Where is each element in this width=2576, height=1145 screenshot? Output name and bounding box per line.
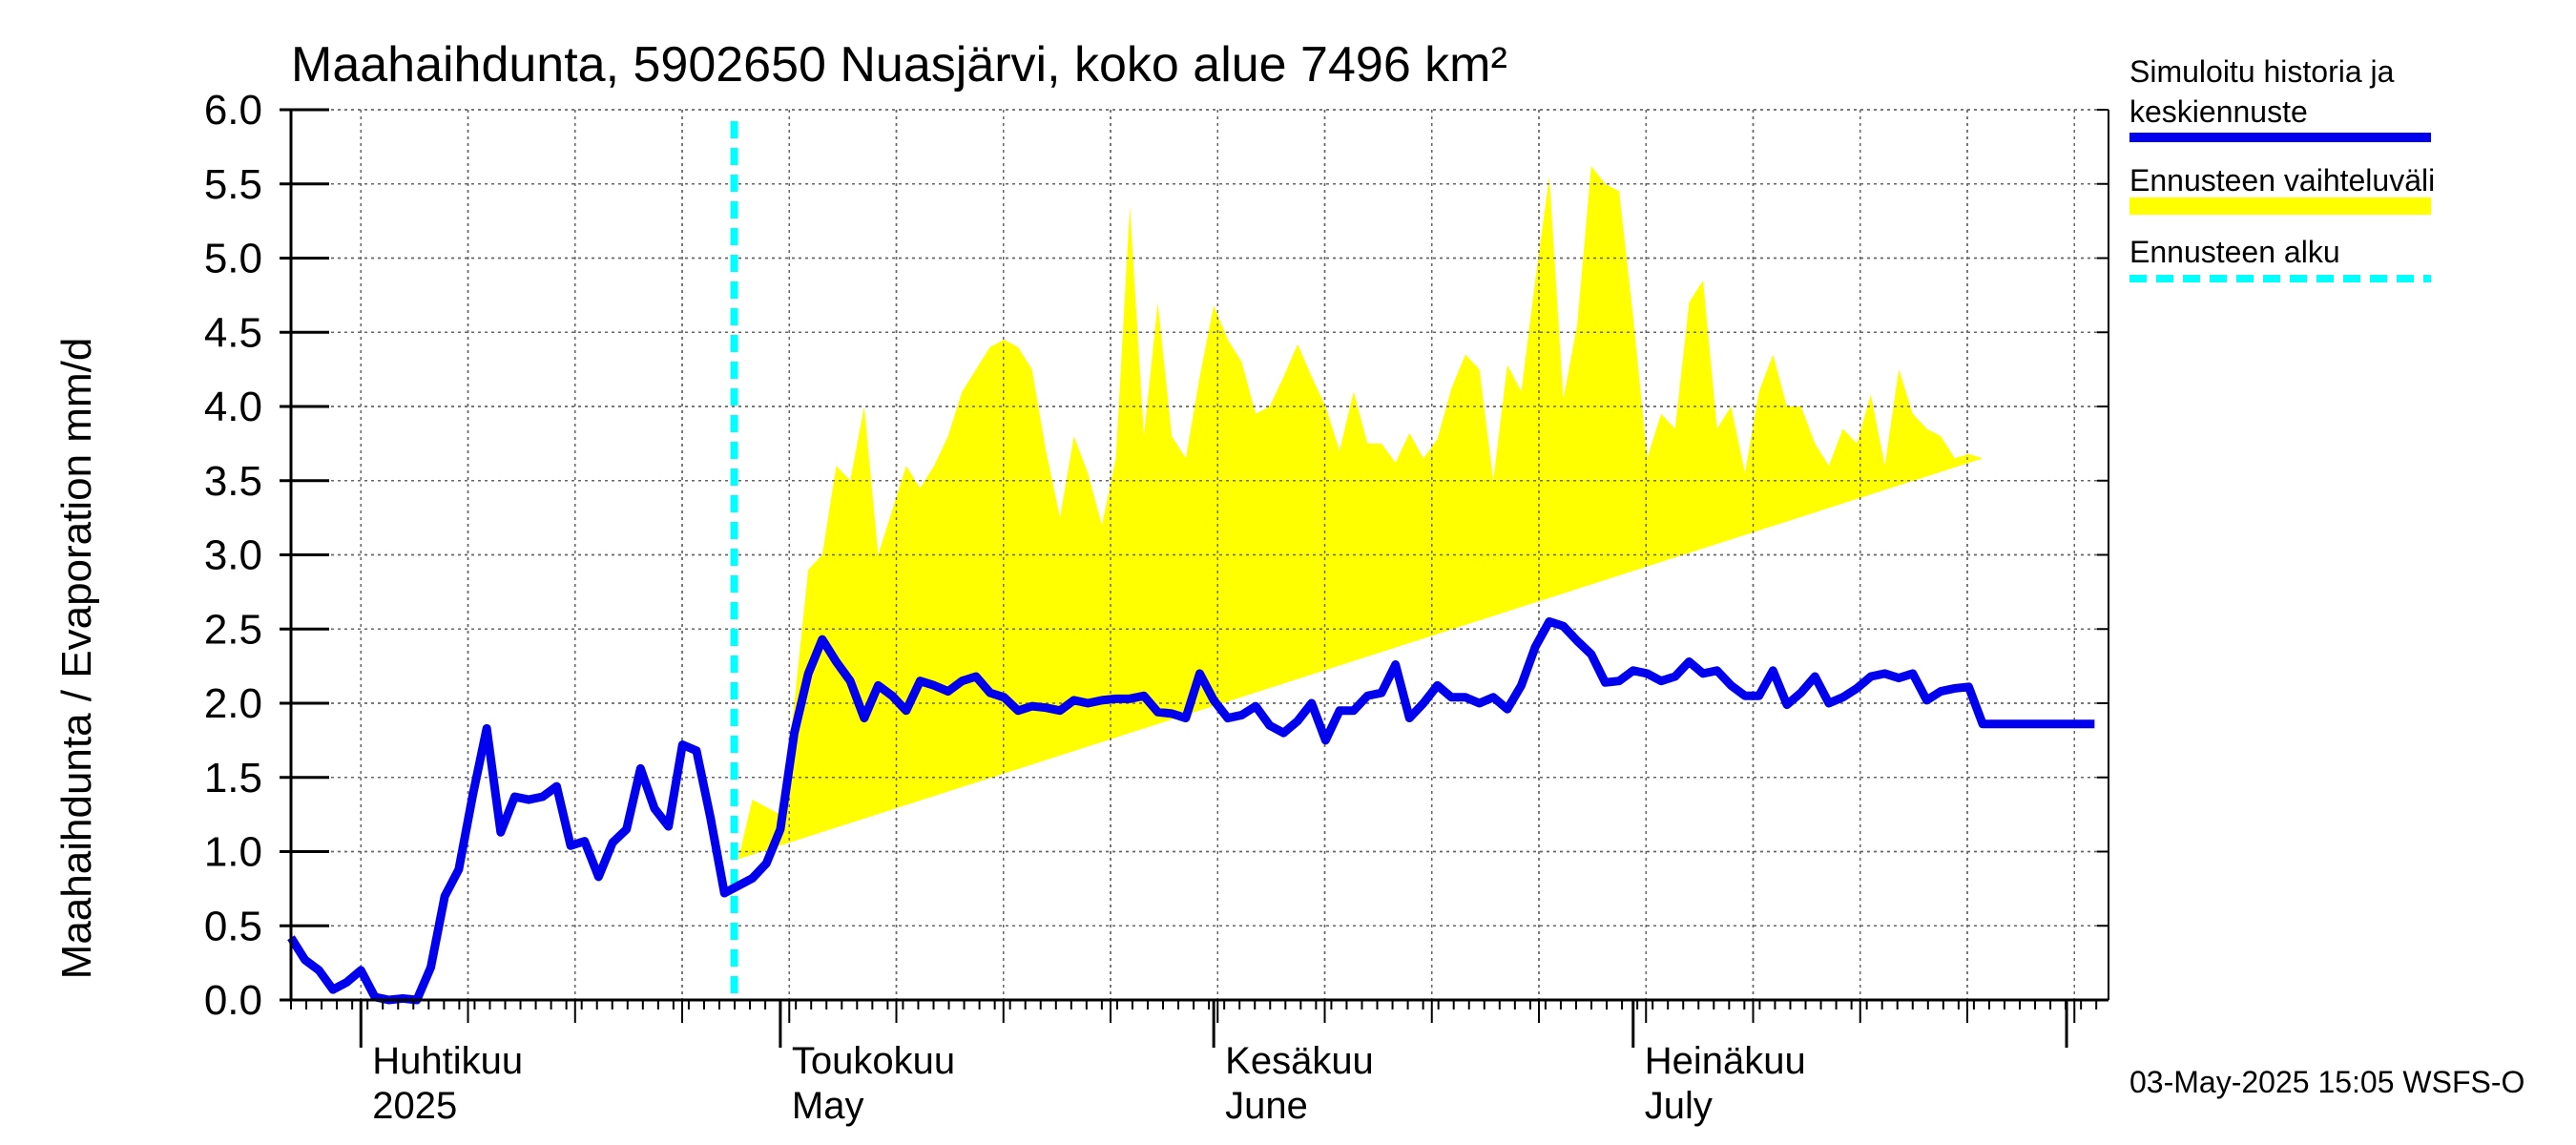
month-label-en: May [792, 1085, 864, 1127]
timestamp-footer: 03-May-2025 15:05 WSFS-O [2129, 1065, 2524, 1099]
y-tick-label: 2.0 [204, 680, 262, 727]
legend-forecast-start-label: Ennusteen alku [2129, 235, 2340, 269]
y-tick-labels: 0.0 0.5 1.0 1.5 2.0 2.5 3.0 3.5 4.0 4.5 5.0 5.5 6.0 [204, 87, 262, 1024]
legend-history-label-1: Simuloitu historia ja [2129, 54, 2395, 89]
month-label-en: 2025 [372, 1085, 457, 1127]
forecast-range-area [737, 166, 1984, 860]
chart-title: Maahaihdunta, 5902650 Nuasjärvi, koko al… [291, 37, 1507, 93]
y-tick-label: 4.0 [204, 384, 262, 430]
y-tick-label: 3.5 [204, 458, 262, 505]
y-tick-label: 4.5 [204, 309, 262, 356]
legend-history-label-2: keskiennuste [2129, 94, 2308, 129]
y-tick-label: 6.0 [204, 87, 262, 134]
y-tick-label: 5.0 [204, 236, 262, 282]
simulated-series-line [287, 616, 2095, 1005]
y-tick-label: 5.5 [204, 161, 262, 208]
month-label-en: July [1645, 1085, 1713, 1127]
axes [280, 108, 2109, 1048]
month-label-fi: Kesäkuu [1225, 1040, 1374, 1082]
simulated-series [287, 616, 2095, 1005]
y-tick-label: 0.0 [204, 977, 262, 1024]
month-label-fi: Huhtikuu [372, 1040, 523, 1082]
y-axis-label: Maahaihdunta / Evaporation mm/d [53, 338, 100, 980]
y-tick-label: 2.5 [204, 606, 262, 653]
legend-range-label: Ennusteen vaihteluväli [2129, 163, 2435, 198]
legend: Simuloitu historia ja keskiennuste Ennus… [2129, 54, 2435, 282]
month-label-en: June [1225, 1085, 1308, 1127]
grid-overlay [291, 109, 2109, 1001]
month-label-fi: Heinäkuu [1645, 1040, 1806, 1082]
y-tick-label: 0.5 [204, 903, 262, 949]
y-tick-label: 3.0 [204, 532, 262, 579]
y-tick-label: 1.5 [204, 755, 262, 802]
y-tick-label: 1.0 [204, 829, 262, 876]
forecast-range-band [737, 166, 1984, 860]
month-label-fi: Toukokuu [792, 1040, 955, 1082]
